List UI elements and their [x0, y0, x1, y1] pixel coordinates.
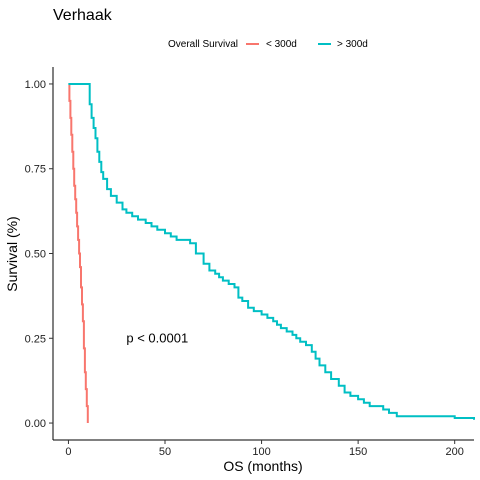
- chart-title: Verhaak: [53, 7, 113, 24]
- survival-curve-series-2: [68, 84, 474, 420]
- legend-label-series-1: < 300d: [266, 39, 297, 50]
- y-tick-label: 0.00: [25, 418, 46, 430]
- y-tick-label: 0.75: [25, 164, 46, 176]
- legend-label-series-2: > 300d: [337, 39, 368, 50]
- x-axis-title: OS (months): [223, 458, 302, 474]
- y-tick-label: 0.25: [25, 333, 46, 345]
- x-tick-label: 100: [252, 446, 270, 458]
- axes: 0 50 100 150 200 0.00 0.25 0.50 0.75 1.00: [25, 67, 474, 458]
- x-tick-label: 50: [159, 446, 171, 458]
- y-axis-title: Survival (%): [4, 216, 20, 291]
- p-value-annotation: p < 0.0001: [126, 330, 188, 345]
- legend: Overall Survival < 300d > 300d: [168, 39, 368, 50]
- legend-title: Overall Survival: [168, 39, 238, 50]
- x-tick-label: 150: [349, 446, 367, 458]
- y-tick-label: 0.50: [25, 249, 46, 261]
- x-tick-label: 200: [446, 446, 464, 458]
- survival-curve-series-1: [68, 84, 87, 423]
- y-tick-label: 1.00: [25, 79, 46, 91]
- x-tick-label: 0: [65, 446, 71, 458]
- series-lines: [68, 84, 474, 423]
